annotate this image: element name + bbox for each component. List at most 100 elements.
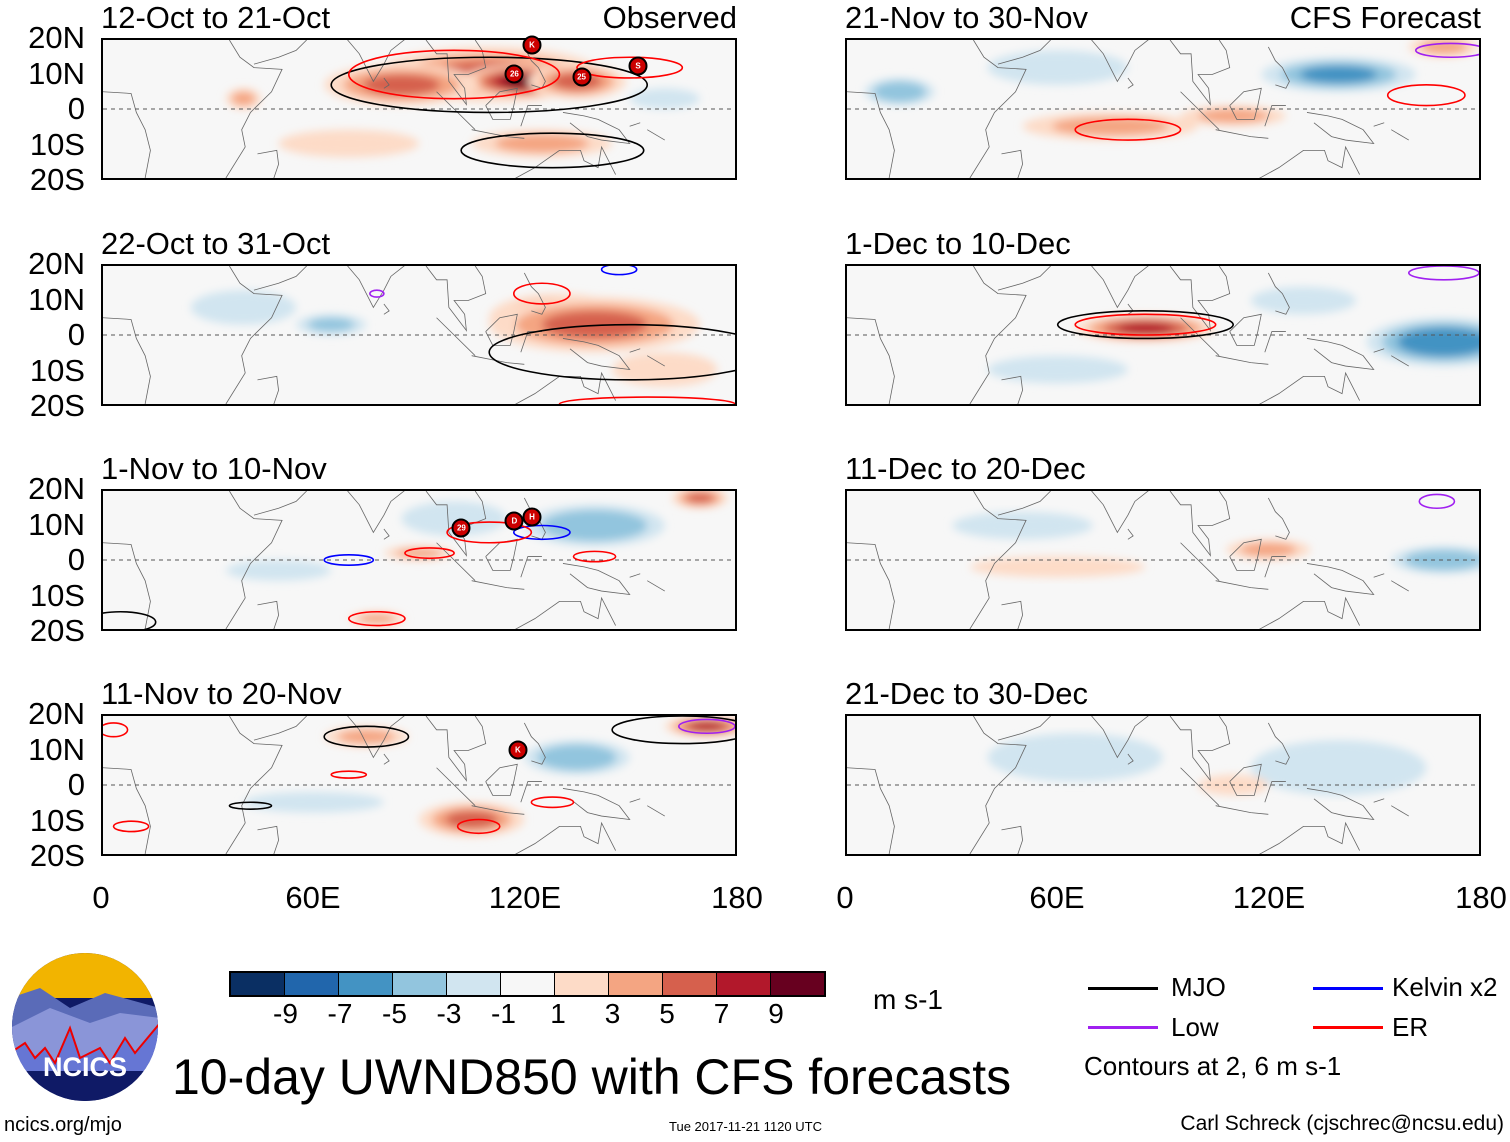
colorbar-swatch — [447, 973, 501, 995]
lat-tick-label: 0 — [67, 767, 85, 802]
coastline — [1181, 768, 1220, 806]
wind-anomaly-shade — [692, 495, 707, 501]
wind-anomaly-shade — [352, 733, 381, 741]
lat-tick-label: 0 — [67, 91, 85, 126]
coastline — [847, 543, 894, 629]
coastline — [524, 723, 545, 764]
lat-tick-label: 10S — [29, 352, 85, 388]
coastline — [257, 826, 278, 856]
coastline — [226, 716, 282, 854]
low-contour — [1409, 266, 1479, 280]
coastline — [1086, 714, 1153, 757]
er-contour — [458, 820, 500, 834]
coastline — [1128, 529, 1133, 539]
coastline — [472, 356, 525, 365]
wind-anomaly-shade — [319, 321, 343, 329]
coastline — [103, 318, 150, 404]
panel-title: 11-Nov to 20-Nov — [101, 676, 342, 711]
colorbar-swatch — [609, 973, 663, 995]
colorbar-label: 3 — [604, 998, 621, 1029]
coastline — [1216, 130, 1269, 139]
lat-tick-label: 10S — [29, 802, 85, 838]
mjo-contour — [101, 612, 156, 631]
wind-anomaly-shade — [1254, 546, 1283, 554]
kelvin-contour — [514, 526, 570, 540]
er-contour — [1388, 85, 1465, 106]
map-panel: 22-Oct to 31-Oct 20N 10N 0 10S 20S — [28, 226, 737, 421]
coastline — [998, 40, 1051, 64]
coastline — [426, 491, 486, 556]
lon-tick-label: 120E — [1232, 880, 1306, 915]
mjo-contour — [1058, 311, 1234, 339]
legend-line-mjo — [1088, 987, 1158, 990]
coastline — [847, 768, 894, 854]
coastline — [437, 318, 476, 356]
coastline — [1247, 598, 1359, 631]
tropical-cyclone-icon: K — [522, 35, 542, 55]
site-link[interactable]: ncics.org/mjo — [4, 1114, 122, 1136]
panel-title: 12-Oct to 21-Oct — [101, 0, 331, 35]
uwnd-map — [845, 714, 1481, 856]
legend-line-kelvin — [1313, 987, 1383, 990]
coastline — [1265, 106, 1286, 127]
coastline — [563, 338, 630, 369]
coastline — [503, 823, 615, 856]
wind-anomaly-shade — [987, 518, 1058, 533]
coastline — [1391, 130, 1409, 140]
coastline — [1268, 47, 1289, 88]
coastline — [1391, 806, 1409, 816]
coastline — [103, 92, 150, 178]
coastline — [521, 782, 542, 803]
er-contour — [331, 771, 366, 778]
coastline — [1230, 539, 1262, 570]
coastline — [384, 529, 389, 539]
coastline — [1307, 112, 1374, 143]
coastline — [1181, 543, 1220, 581]
colorbar-swatch — [393, 973, 447, 995]
wind-anomaly-shade — [407, 550, 431, 556]
coastline — [1181, 92, 1220, 130]
coastline — [630, 349, 641, 352]
lon-tick-label: 0 — [92, 880, 110, 915]
mjo-contour — [229, 802, 271, 809]
wind-anomaly-shade — [1430, 556, 1458, 564]
legend-label-kelvin: Kelvin x2 — [1392, 972, 1498, 1002]
colorbar-label: -5 — [382, 998, 407, 1029]
coastline — [1001, 601, 1022, 631]
colorbar-label: 7 — [713, 998, 730, 1029]
coastline — [1247, 373, 1359, 406]
coastline — [1307, 563, 1374, 594]
map-panel: 11-Nov to 20-Nov K 20N 10N 0 10S 20S 0 60E 120E 18… — [28, 676, 763, 915]
map-panel: 11-Dec to 20-Dec — [845, 451, 1481, 631]
coastline — [257, 601, 278, 631]
colorbar-label: 9 — [768, 998, 784, 1029]
wind-anomaly-shade — [1277, 293, 1330, 308]
coastline — [103, 543, 150, 629]
panel-title: 21-Dec to 30-Dec — [845, 676, 1088, 711]
map-panel: 1-Dec to 10-Dec — [845, 226, 1481, 406]
ncics-logo: NCICS — [12, 953, 158, 1101]
er-contour — [1075, 314, 1215, 335]
coastline — [1230, 764, 1262, 795]
lon-tick-label: 0 — [836, 880, 854, 915]
colorbar-label: 1 — [550, 998, 566, 1029]
coastline — [226, 491, 282, 629]
coastline — [998, 491, 1051, 515]
mjo-contour — [324, 726, 408, 747]
lat-tick-label: 10S — [29, 577, 85, 613]
panel-title: 1-Dec to 10-Dec — [845, 226, 1071, 261]
coastline — [257, 150, 278, 180]
kelvin-contour — [324, 555, 373, 565]
colorbar-label: -3 — [436, 998, 462, 1029]
wind-anomaly-shade — [1131, 325, 1160, 331]
coastline — [257, 376, 278, 406]
colorbar-swatch — [717, 973, 771, 995]
coastline — [1230, 314, 1262, 345]
map-panel: 21-Nov to 30-Nov CFS Forecast — [845, 0, 1481, 180]
coastline — [1170, 40, 1230, 105]
tropical-cyclone-icon: K — [508, 740, 528, 759]
lat-tick-label: 10S — [29, 126, 85, 162]
coastline — [1128, 304, 1133, 314]
tropical-cyclone-icon: S — [628, 56, 648, 76]
colorbar-swatch — [501, 973, 555, 995]
